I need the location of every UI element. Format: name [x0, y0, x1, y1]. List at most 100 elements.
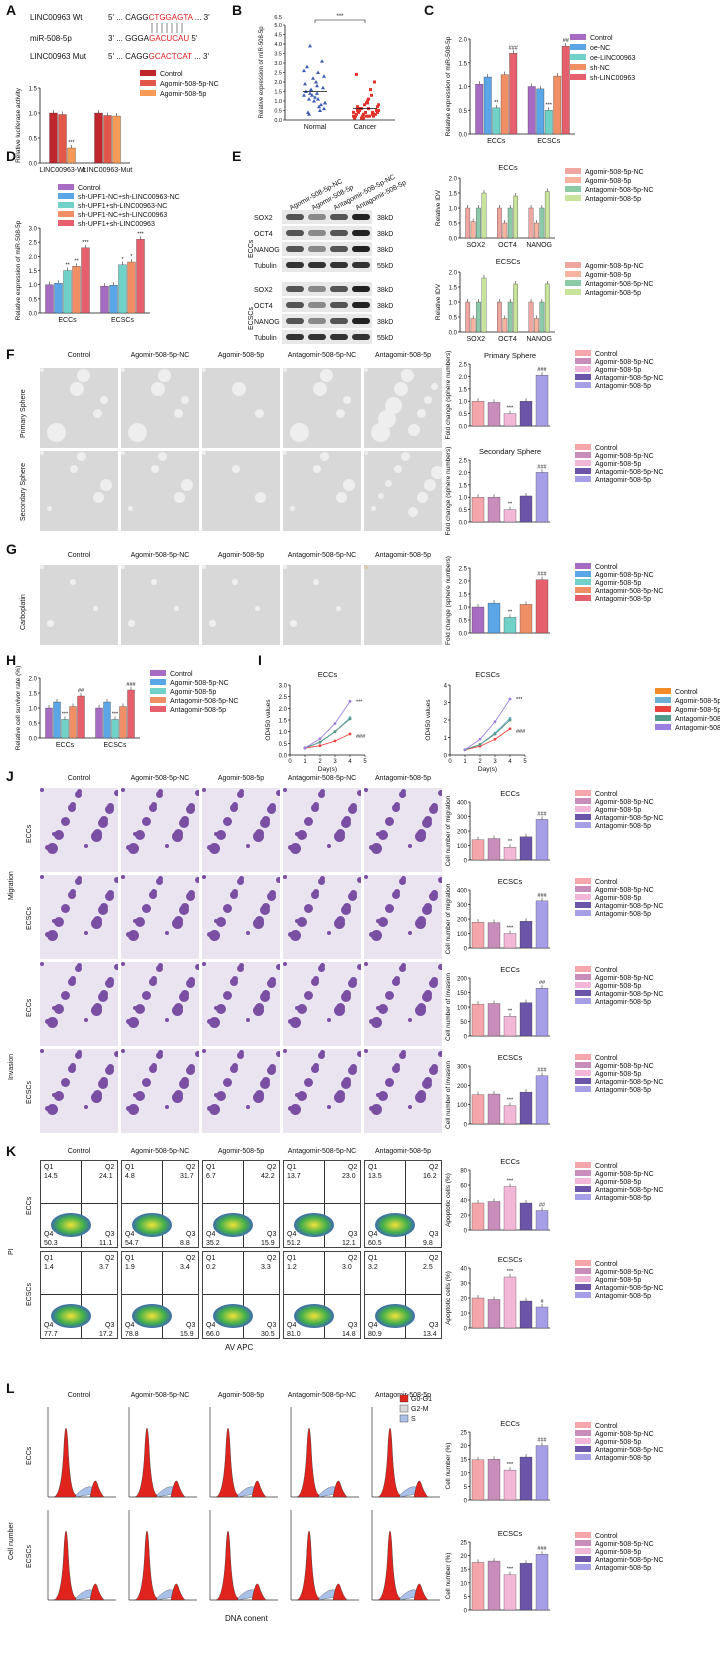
row-label: ECCs	[26, 1446, 33, 1465]
legend-label: Agomir-508-5p-NC	[595, 975, 654, 982]
histogram-axes	[128, 1510, 197, 1601]
cell-blob	[128, 506, 133, 511]
cell-blob	[376, 919, 380, 923]
quadrant-name: Q1	[125, 1255, 135, 1262]
gate-line	[122, 1294, 198, 1295]
row-label: ECSCs	[26, 1545, 33, 1568]
histogram-axes	[290, 1407, 359, 1498]
cancer-point	[373, 80, 376, 84]
series-point	[348, 717, 352, 721]
sig-mark: **	[508, 502, 513, 508]
cancer-point	[374, 112, 377, 116]
cell-blob	[128, 1104, 139, 1115]
cell-blob	[429, 805, 438, 814]
quadrant-value: 8.8	[180, 1240, 190, 1247]
blot-band	[308, 262, 326, 268]
legend-label: S	[411, 1416, 416, 1423]
legend-label: Antagomir-508-5p	[595, 823, 651, 830]
normal-point	[303, 81, 307, 86]
legend-swatch	[570, 54, 586, 60]
cell-blob	[320, 452, 329, 461]
cell-blob	[165, 1105, 169, 1109]
cell-blob	[158, 452, 167, 461]
legend-label: Agomir-508-5p-NC	[595, 1171, 654, 1178]
blot-protein-label: NANOG	[254, 319, 280, 326]
panel-label-f: F	[6, 346, 15, 362]
bar	[77, 695, 85, 739]
y-tick-label: 100	[457, 844, 468, 850]
cell-blob	[385, 817, 394, 826]
sig-mark: ***	[507, 1567, 514, 1573]
y-tick-label: 1.0	[449, 301, 458, 307]
bar	[94, 112, 103, 164]
blot-band	[330, 286, 348, 292]
quadrant-name: Q3	[429, 1322, 439, 1329]
column-header: Control	[67, 775, 91, 782]
legend-label: Antagomir-508-5p-NC	[595, 903, 663, 910]
cell-blob	[255, 409, 264, 418]
legend-swatch	[575, 1556, 591, 1562]
cell-blob	[376, 1006, 380, 1010]
legend-label: Antagomir-508-5p-NC	[595, 469, 663, 476]
cancer-point	[377, 109, 380, 112]
normal-point	[321, 85, 325, 90]
chart-title: ECSCs	[498, 877, 523, 886]
x-tick-label: OCT4	[498, 336, 517, 343]
sig-bracket	[314, 19, 366, 23]
cell-blob	[438, 790, 442, 796]
legend-label: sh-LINC00963	[590, 75, 635, 82]
legend-swatch	[565, 186, 581, 192]
cell-blob	[214, 1093, 218, 1097]
legend-swatch	[575, 998, 591, 1004]
cell-blob	[40, 565, 44, 569]
cell-blob	[378, 410, 396, 428]
chart-title: ECCs	[500, 1157, 520, 1166]
normal-point	[302, 68, 306, 73]
quadrant-name: Q3	[267, 1231, 277, 1238]
y-tick-label: 1.0	[29, 707, 38, 713]
x-tick-label: NANOG	[526, 242, 552, 249]
sig-mark: **	[74, 258, 79, 264]
cell-blob	[237, 1052, 244, 1059]
quadrant-name: Q4	[44, 1231, 54, 1238]
row-label: Secondary Sphere	[20, 463, 27, 521]
legend-label: Control	[675, 689, 698, 696]
panel-label-l: L	[6, 1380, 15, 1396]
panel-label-a: A	[6, 2, 17, 18]
bar	[519, 1300, 533, 1329]
cell-blob	[179, 1079, 189, 1089]
legend-swatch	[575, 1438, 591, 1444]
cell-blob	[394, 382, 408, 396]
cell-blob	[207, 1106, 212, 1111]
micrograph	[40, 1508, 118, 1608]
sig-mark: ###	[537, 811, 547, 817]
y-tick-label: 10	[460, 1581, 467, 1587]
cell-blob	[290, 1017, 301, 1028]
legend-swatch	[575, 1260, 591, 1266]
y-tick-label: 0.5	[29, 722, 38, 728]
x-tick-label: ECSCs	[111, 317, 134, 324]
y-tick-label: 40	[460, 1199, 467, 1205]
cell-blob	[40, 1049, 44, 1053]
bar	[519, 1202, 533, 1231]
cell-blob	[311, 804, 319, 812]
column-header: Agomir-508-5p	[217, 775, 265, 782]
column-header: Antagomir-508-5p	[374, 552, 432, 559]
cell-blob	[70, 579, 76, 585]
legend-swatch	[575, 1430, 591, 1436]
cell-blob	[371, 843, 382, 854]
normal-point	[314, 80, 318, 84]
cell-blob	[195, 964, 199, 970]
cell-blob	[399, 1052, 406, 1059]
cell-blob	[288, 845, 293, 850]
legend-swatch	[575, 910, 591, 916]
y-tick-label: 20	[460, 1297, 467, 1303]
cell-blob	[429, 892, 438, 901]
bar	[471, 497, 485, 523]
column-header: Control	[67, 552, 91, 559]
column-header: Agomir-508-5p	[217, 352, 265, 359]
sig-mark: ***	[62, 711, 69, 717]
micrograph	[121, 368, 199, 448]
bar	[503, 933, 517, 949]
blot-band	[352, 230, 370, 236]
